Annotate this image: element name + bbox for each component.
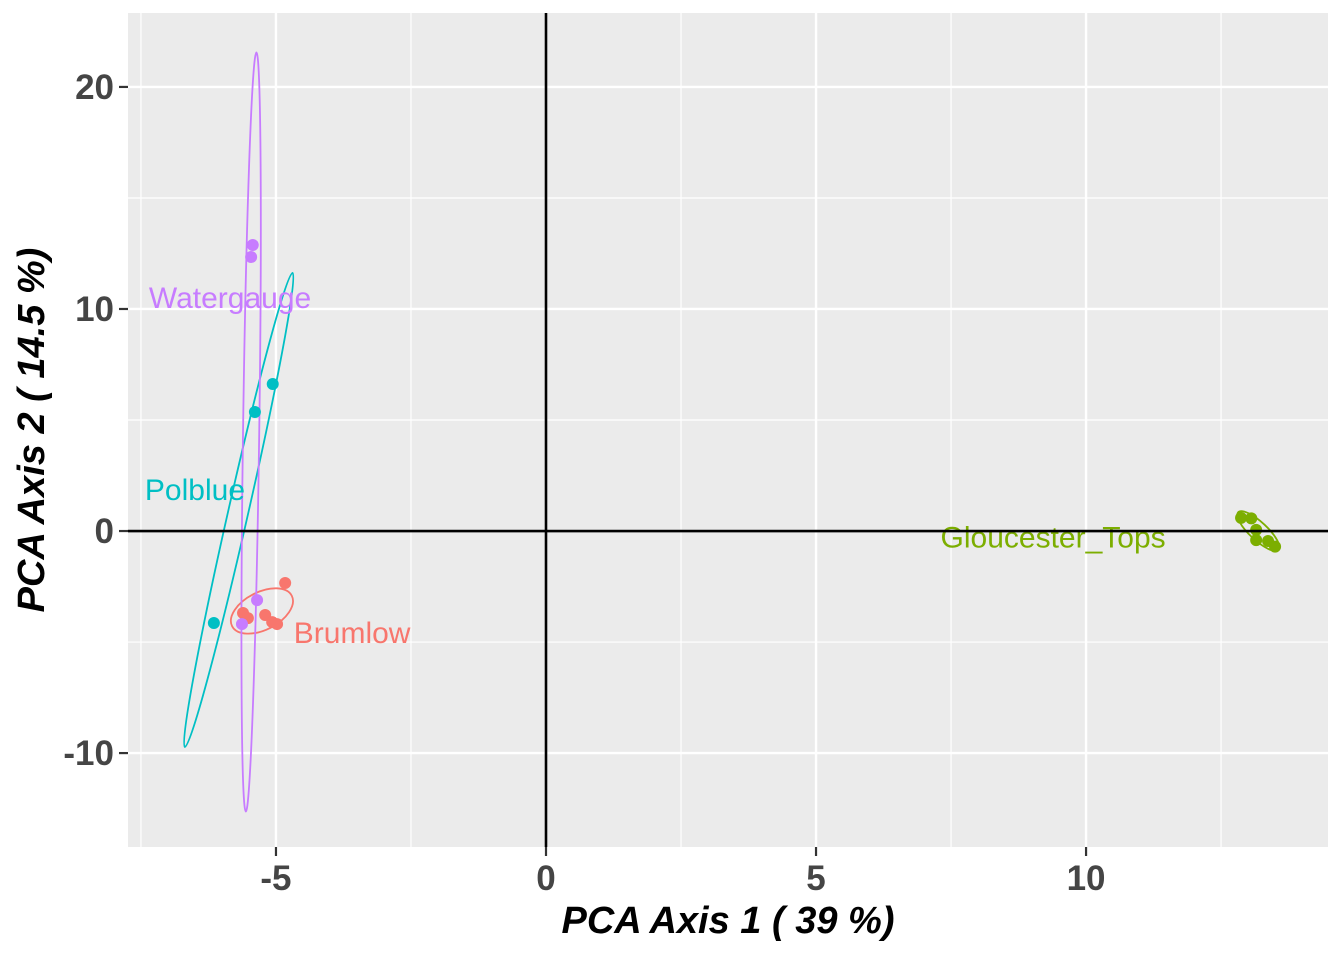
x-tick-label: -5 (260, 859, 291, 898)
data-point-polblue (266, 378, 279, 391)
plot-panel (128, 13, 1328, 847)
data-point-gloucester_tops (1245, 512, 1258, 525)
data-point-gloucester_tops (1250, 534, 1263, 547)
data-point-watergauge (245, 251, 258, 264)
data-point-watergauge (246, 239, 259, 252)
x-axis-title: PCA Axis 1 ( 39 %) (561, 900, 895, 942)
y-tick-label: 0 (95, 512, 114, 551)
data-point-watergauge (251, 594, 264, 607)
cluster-label-polblue: Polblue (145, 474, 245, 507)
data-point-gloucester_tops (1269, 540, 1282, 553)
y-tick-label: 10 (75, 290, 114, 329)
cluster-label-watergauge: Watergauge (149, 282, 311, 315)
y-axis-title: PCA Axis 2 ( 14.5 %) (11, 247, 53, 613)
y-tick-label: -10 (63, 734, 114, 773)
data-point-brumlow (271, 618, 284, 631)
y-tick-label: 20 (75, 68, 114, 107)
cluster-label-gloucester_tops: Gloucester_Tops (941, 522, 1166, 555)
x-tick-label: 5 (806, 859, 825, 898)
cluster-ellipse-polblue (183, 271, 295, 748)
data-point-polblue (248, 406, 261, 419)
data-point-gloucester_tops (1235, 511, 1248, 524)
data-point-brumlow (279, 576, 292, 589)
x-tick-label: 0 (536, 859, 555, 898)
cluster-label-brumlow: Brumlow (294, 617, 411, 650)
data-point-watergauge (235, 618, 248, 631)
x-tick-label: 10 (1067, 859, 1106, 898)
data-point-polblue (207, 616, 220, 629)
